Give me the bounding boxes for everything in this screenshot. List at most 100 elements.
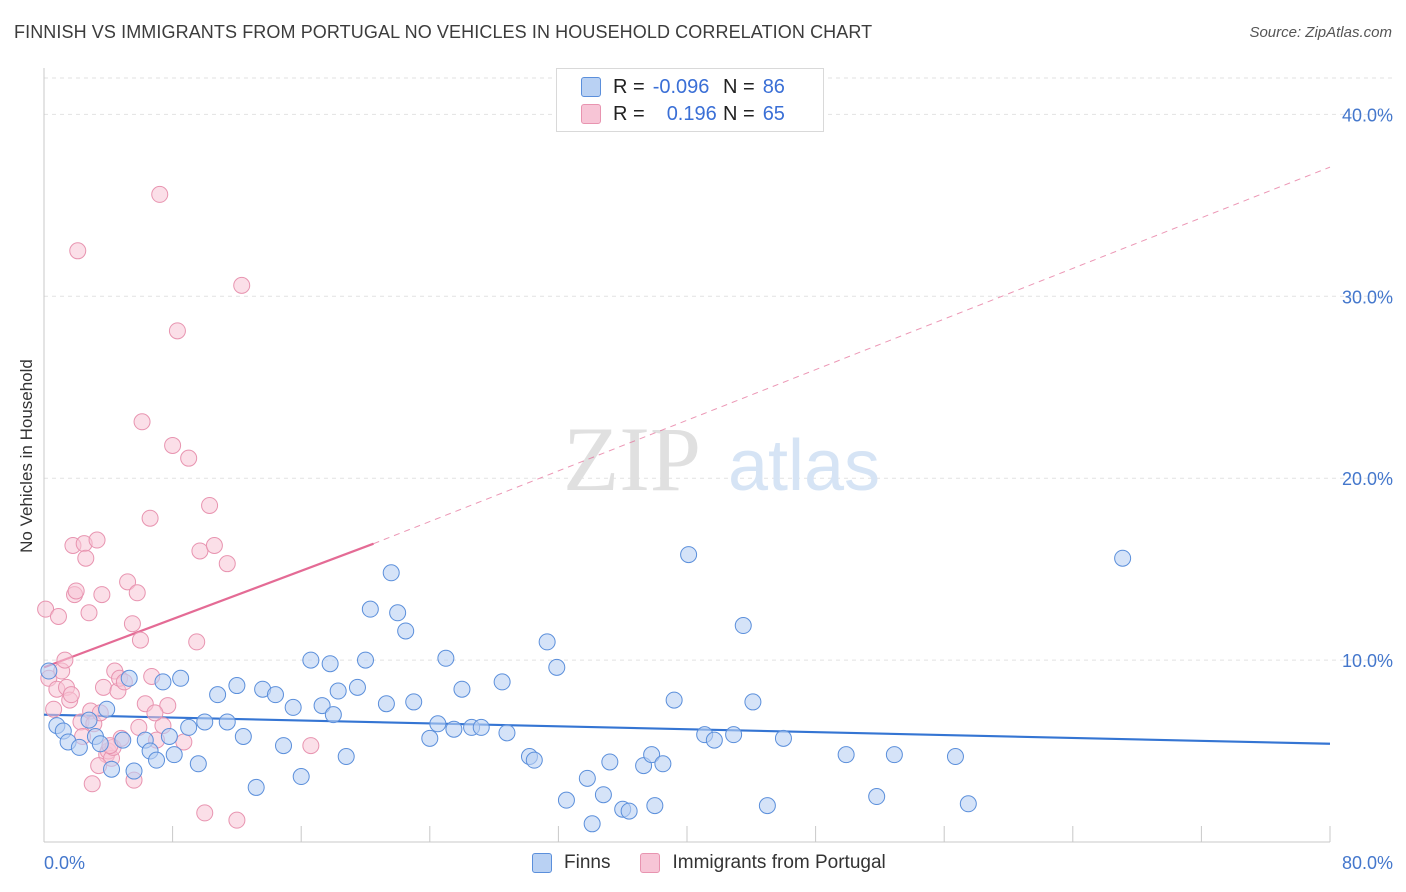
portugal-point — [131, 631, 149, 649]
portugal-point — [164, 436, 182, 454]
portugal-point — [188, 633, 206, 651]
tick-labels: 10.0% 20.0% 30.0% 40.0% 0.0% 80.0% — [44, 105, 1393, 873]
finns-point — [125, 762, 143, 780]
portugal-point — [180, 449, 198, 467]
finns-point — [165, 746, 183, 764]
finns-point — [228, 677, 246, 695]
finns-point — [774, 729, 792, 747]
n-label: N = — [723, 75, 755, 98]
finns-point — [734, 617, 752, 635]
finns-point — [98, 700, 116, 718]
finns-point — [40, 662, 58, 680]
y-tick-label: 20.0% — [1342, 469, 1393, 489]
y-tick-label: 30.0% — [1342, 287, 1393, 307]
portugal-point — [69, 242, 87, 260]
portugal-point — [141, 509, 159, 527]
x-tick-label: 80.0% — [1342, 853, 1393, 873]
source-label: Source: ZipAtlas.com — [1249, 24, 1392, 41]
finns-point — [189, 755, 207, 773]
finns-point — [91, 735, 109, 753]
finns-point — [538, 633, 556, 651]
finns-point — [114, 731, 132, 749]
portugal-swatch — [581, 104, 601, 124]
portugal-point — [201, 496, 219, 514]
finns-point — [196, 713, 214, 731]
finns-point — [405, 693, 423, 711]
series-legend: Finns Immigrants from Portugal — [532, 852, 916, 874]
finns-point — [209, 686, 227, 704]
finns-point — [583, 815, 601, 833]
finns-point — [266, 686, 284, 704]
finns-point — [337, 748, 355, 766]
finns-point — [453, 680, 471, 698]
finns-point — [348, 678, 366, 696]
finns-swatch — [532, 853, 552, 873]
finns-point — [601, 753, 619, 771]
finns-point — [421, 729, 439, 747]
watermark: ZIP atlas — [563, 408, 880, 510]
finns-point — [885, 746, 903, 764]
portugal-point — [133, 413, 151, 431]
finns-swatch — [581, 77, 601, 97]
r-value: 0.196 — [666, 102, 717, 125]
finns-point — [557, 791, 575, 809]
finns-point — [646, 797, 664, 815]
portugal-point — [159, 697, 177, 715]
portugal-point — [168, 322, 186, 340]
legend-row-portugal: R = 0.196 N = 65 — [581, 101, 785, 127]
n-value: 65 — [762, 102, 785, 125]
finns-point — [180, 718, 198, 736]
finns-point — [1114, 549, 1132, 567]
r-label: R = — [613, 75, 645, 98]
finns-trend-line — [43, 713, 1331, 745]
finns-point — [472, 718, 490, 736]
finns-point — [725, 726, 743, 744]
finns-point — [643, 746, 661, 764]
portugal-point — [83, 775, 101, 793]
finns-point — [313, 697, 331, 715]
portugal-point — [45, 700, 63, 718]
finns-point — [548, 658, 566, 676]
stats-legend: R = -0.096 N = 86 R = 0.196 N = 65 — [556, 68, 824, 132]
r-value: -0.096 — [652, 75, 710, 98]
finns-point — [665, 691, 683, 709]
portugal-trend-line — [43, 542, 374, 669]
portugal-point — [196, 804, 214, 822]
finns-point — [620, 802, 638, 820]
finns-point — [397, 622, 415, 640]
n-label: N = — [723, 102, 755, 125]
finns-point — [80, 711, 98, 729]
finns-point — [578, 769, 596, 787]
finns-point — [218, 713, 236, 731]
legend-label-finns: Finns — [564, 852, 611, 873]
finns-point — [680, 546, 698, 564]
portugal-point — [151, 185, 169, 203]
trend-lines — [43, 166, 1331, 745]
finns-point — [498, 724, 516, 742]
portugal-point — [80, 604, 98, 622]
finns-point — [172, 669, 190, 687]
watermark-atlas: atlas — [728, 426, 880, 506]
portugal-points — [37, 185, 320, 829]
finns-point — [103, 760, 121, 778]
finns-point — [70, 738, 88, 756]
finns-point — [594, 786, 612, 804]
watermark-zip: ZIP — [563, 408, 701, 510]
r-label: R = — [613, 102, 645, 125]
portugal-point — [233, 276, 251, 294]
portugal-point — [228, 811, 246, 829]
finns-point — [654, 755, 672, 773]
x-tick-label: 0.0% — [44, 853, 85, 873]
legend-item-portugal: Immigrants from Portugal — [640, 852, 886, 874]
finns-point — [946, 748, 964, 766]
finns-point — [321, 655, 339, 673]
axes — [43, 68, 1331, 843]
legend-item-finns: Finns — [532, 852, 610, 874]
portugal-swatch — [640, 853, 661, 873]
n-value: 86 — [762, 75, 785, 98]
finns-point — [744, 693, 762, 711]
finns-point — [493, 673, 511, 691]
finns-point — [154, 673, 172, 691]
finns-points — [40, 546, 1132, 833]
